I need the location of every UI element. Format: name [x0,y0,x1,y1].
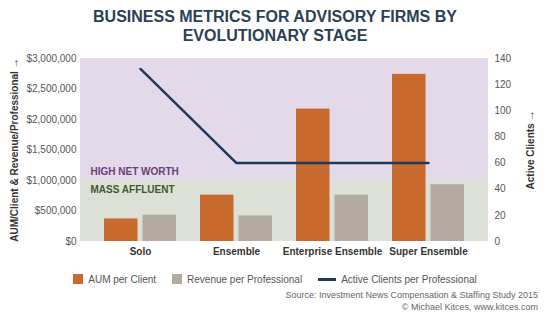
svg-text:AUM/Client & Revenue/Professio: AUM/Client & Revenue/Professional → [9,58,20,241]
svg-text:$500,000: $500,000 [35,205,77,216]
svg-text:100: 100 [495,105,512,116]
svg-text:$2,000,000: $2,000,000 [26,114,76,125]
svg-text:Enterprise Ensemble: Enterprise Ensemble [283,246,383,257]
svg-text:$1,000,000: $1,000,000 [26,175,76,186]
svg-text:HIGH NET WORTH: HIGH NET WORTH [91,166,179,177]
svg-text:Ensemble: Ensemble [213,246,261,257]
svg-text:Solo: Solo [130,246,152,257]
svg-text:20: 20 [495,210,507,221]
svg-text:80: 80 [495,131,507,142]
svg-text:Active Clients →: Active Clients → [525,111,536,190]
html-text:AUM per Client: AUM per Client [88,273,156,285]
svg-text:60: 60 [495,157,507,168]
svg-text:0: 0 [495,236,501,247]
html-text:© Michael Kitces, www.kitces.c: © Michael Kitces, www.kitces.com [401,302,538,312]
svg-text:120: 120 [495,79,512,90]
svg-text:140: 140 [495,53,512,64]
svg-text:$2,500,000: $2,500,000 [26,83,76,94]
svg-text:$1,500,000: $1,500,000 [26,144,76,155]
html-text:Active Clients per Professiona: Active Clients per Professional [341,273,477,285]
svg-text:$0: $0 [65,236,77,247]
svg-text:MASS AFFLUENT: MASS AFFLUENT [91,184,175,195]
html-text:Source: Investment News Compen: Source: Investment News Compensation & S… [285,290,538,300]
svg-text:40: 40 [495,183,507,194]
svg-text:$3,000,000: $3,000,000 [26,53,76,64]
svg-text:Super Ensemble: Super Ensemble [389,246,468,257]
html-text:Revenue per Professional: Revenue per Professional [187,273,303,285]
html-text:BUSINESS METRICS FOR ADVISORY: BUSINESS METRICS FOR ADVISORY FIRMS BY E… [93,8,457,44]
